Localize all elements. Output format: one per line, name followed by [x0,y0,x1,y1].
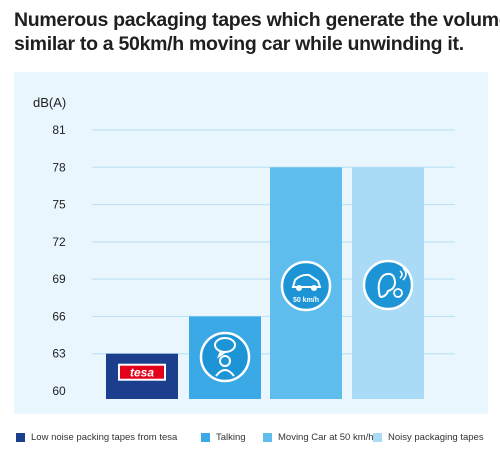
sound-waves-icon [399,267,407,281]
ear-noise-icon [362,259,414,311]
speech-tail [216,350,226,359]
legend-label: Low noise packing tapes from tesa [31,432,178,443]
legend: Low noise packing tapes from tesa Talking… [14,432,494,452]
car-wheel [311,285,317,291]
y-axis-label: dB(A) [33,95,67,110]
y-tick-label: 60 [52,384,66,398]
legend-swatch [263,433,272,442]
legend-swatch [16,433,25,442]
chart-title: Numerous packaging tapes which generate … [14,8,500,56]
y-tick-label: 78 [52,160,66,174]
person-body [215,369,235,377]
legend-swatch [373,433,382,442]
talking-person-icon [199,331,251,383]
legend-swatch [201,433,210,442]
tape-roll-icon [393,288,403,298]
car-50kmh-icon: 50 km/h [280,260,332,312]
tesa-logo: tesa [118,363,166,381]
legend-label: Moving Car at 50 km/h [278,432,374,443]
y-tick-label: 69 [52,272,66,286]
car-wheel [296,285,302,291]
ear-noise-icon-circle [362,259,414,311]
legend-item: Noisy packaging tapes [373,432,484,443]
person-head-icon [219,355,231,367]
y-tick-label: 75 [52,198,66,212]
legend-item: Talking [201,432,246,443]
y-tick-label: 66 [52,309,66,323]
legend-item: Moving Car at 50 km/h [263,432,374,443]
y-tick-label: 72 [52,235,66,249]
ear-shape-icon [377,272,397,298]
title-line-1: Numerous packaging tapes which generate … [14,9,500,31]
tesa-logo-red [120,365,164,379]
car-speed-text: 50 km/h [293,297,319,304]
legend-item: Low noise packing tapes from tesa [16,432,177,443]
y-tick-label: 63 [52,347,66,361]
title-line-2: similar to a 50km/h moving car while unw… [14,33,464,55]
legend-label: Talking [216,432,246,443]
legend-label: Noisy packaging tapes [388,432,484,443]
y-tick-label: 81 [52,123,66,137]
tesa-logo-text: tesa [130,366,154,380]
car-body-icon [291,273,322,288]
